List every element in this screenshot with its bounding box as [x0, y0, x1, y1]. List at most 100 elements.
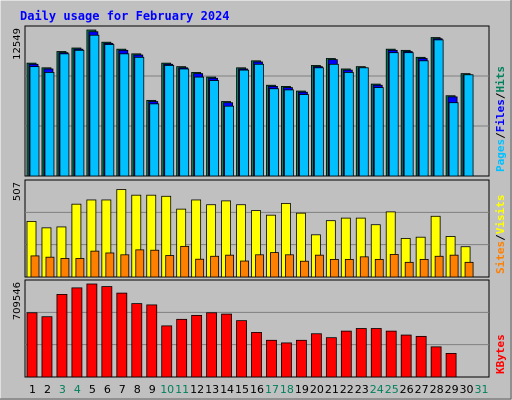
sites-bar	[135, 249, 145, 278]
kbytes-bar	[26, 312, 38, 378]
day-label: 31	[475, 383, 489, 396]
day-label: 15	[235, 383, 249, 396]
kbytes-bar	[116, 292, 128, 378]
kbytes-bar	[221, 313, 232, 378]
sites-bar	[285, 254, 294, 278]
pages-bar	[343, 72, 354, 177]
day-label: 5	[89, 383, 96, 396]
sites-bar	[314, 254, 324, 278]
sites-bar	[60, 258, 70, 278]
legend-separator: /	[494, 132, 507, 139]
sites-bar	[464, 261, 474, 278]
sites-bar	[419, 258, 429, 278]
day-label: 29	[445, 383, 459, 396]
day-label: 26	[400, 383, 414, 396]
kbytes-bar	[101, 286, 113, 378]
pages-bar	[179, 68, 190, 177]
day-label: 25	[385, 383, 399, 396]
sites-bar	[210, 255, 220, 278]
sites-bar	[404, 261, 414, 278]
pages-bar	[313, 67, 324, 177]
legend-separator: /	[494, 234, 507, 241]
day-label: 23	[355, 383, 369, 396]
panel-pages-files-hits	[24, 25, 490, 177]
legend-visits: Visits	[494, 195, 507, 235]
pages-bar	[284, 89, 294, 177]
panel-sites-visits	[24, 179, 490, 278]
sites-bar	[374, 258, 384, 278]
pages-bar	[254, 63, 264, 177]
day-label: 9	[149, 383, 156, 396]
bottom-legend: KBytes	[494, 334, 507, 374]
sites-bar	[120, 254, 130, 278]
sites-bar	[329, 258, 339, 278]
pages-bar	[74, 49, 85, 177]
day-label: 4	[74, 383, 81, 396]
pages-bar	[194, 76, 205, 177]
day-label: 22	[340, 383, 354, 396]
sites-bar	[30, 255, 40, 278]
day-label: 27	[415, 383, 429, 396]
day-label: 10	[160, 383, 174, 396]
legend-files: Files	[494, 99, 507, 132]
chart-title: Daily usage for February 2024	[20, 9, 230, 23]
kbytes-bar	[266, 339, 277, 378]
kbytes-bar	[176, 318, 188, 378]
kbytes-bar	[445, 353, 457, 378]
day-axis-labels: 1 2 3 4 5 6 7 8 9 10 11 12 13 14 15 16 17 18 19 20 21 22 23 24 2…	[29, 383, 489, 396]
kbytes-bar	[281, 342, 292, 378]
kbytes-bar	[131, 303, 143, 378]
pages-bar	[149, 103, 160, 177]
kbytes-bar	[71, 287, 83, 378]
sites-bar	[165, 255, 175, 278]
pages-bar	[328, 63, 339, 177]
pages-bar	[358, 67, 369, 177]
day-label: 21	[325, 383, 339, 396]
day-label: 28	[430, 383, 444, 396]
pages-bar	[373, 87, 384, 177]
kbytes-bar	[400, 334, 412, 378]
kbytes-bar	[56, 294, 68, 378]
legend-kbytes: KBytes	[494, 334, 507, 374]
day-label: 18	[280, 383, 294, 396]
kbytes-bar	[296, 339, 307, 378]
kbytes-bar	[310, 333, 322, 378]
legend-hits: Hits	[494, 66, 507, 93]
pages-bar	[44, 72, 55, 177]
day-label: 16	[250, 383, 264, 396]
pages-bar	[209, 80, 220, 177]
kbytes-bar	[236, 320, 247, 378]
kbytes-bar	[86, 283, 98, 378]
sites-bar	[225, 254, 234, 278]
sites-bar	[240, 260, 249, 278]
pages-bar	[59, 53, 70, 177]
kbytes-bar	[146, 304, 158, 378]
sites-bar	[449, 254, 459, 278]
panel-kbytes	[24, 279, 490, 378]
kbytes-bar	[370, 328, 382, 378]
kbytes-bar	[430, 346, 442, 378]
kbytes-bar	[385, 330, 397, 378]
legend-sites: Sites	[494, 241, 507, 274]
kbytes-bar	[355, 328, 367, 378]
sites-bar	[195, 258, 205, 278]
pages-bar	[224, 105, 234, 177]
pages-bar	[403, 52, 414, 177]
pages-bar	[134, 56, 145, 177]
pages-bar	[269, 88, 279, 177]
pages-bar	[448, 102, 459, 177]
day-label: 14	[220, 383, 234, 396]
sites-bar	[180, 245, 190, 278]
sites-bar	[434, 255, 444, 278]
sites-bar	[45, 256, 55, 278]
day-label: 11	[175, 383, 189, 396]
middle-legend: Sites/Visits	[494, 195, 507, 275]
day-label: 19	[295, 383, 309, 396]
top-axis-max-label: 12549	[12, 28, 23, 60]
legend-separator: /	[494, 92, 507, 99]
pages-bar	[463, 74, 474, 177]
sites-bar	[389, 254, 399, 278]
legend-pages: Pages	[494, 139, 507, 172]
day-label: 2	[44, 383, 51, 396]
day-label: 7	[119, 383, 126, 396]
